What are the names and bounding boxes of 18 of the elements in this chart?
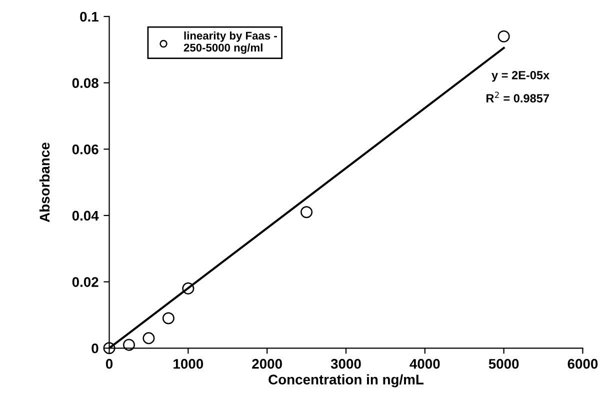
y-tick-label: 0.02 (72, 277, 98, 287)
legend-label: linearity by Faas - 250-5000 ng/ml (184, 31, 277, 54)
x-tick-label: 0 (106, 358, 113, 369)
y-tick-label: 0.08 (72, 78, 98, 88)
annotation: R$^{2}$ = 0.9857 (486, 92, 549, 102)
x-tick-label: 6000 (568, 358, 598, 369)
x-tick-label: 1000 (174, 358, 204, 369)
x-tick-label: 3000 (330, 358, 361, 369)
x-tick-label: 4000 (410, 358, 440, 369)
y-tick-label: 0.1 (80, 12, 98, 22)
x-tick-label: 2000 (252, 358, 282, 369)
x-tick-label: 5000 (488, 358, 519, 369)
y-tick-label: 0.06 (72, 144, 98, 154)
y-tick-label: 0.04 (72, 210, 99, 221)
y-tick-label: 0 (92, 343, 98, 354)
x-axis-title: Concentration in ng/mL (268, 374, 424, 388)
y-axis-title: Absorbance (39, 142, 50, 222)
annotation: y = 2E-05x (492, 70, 550, 82)
